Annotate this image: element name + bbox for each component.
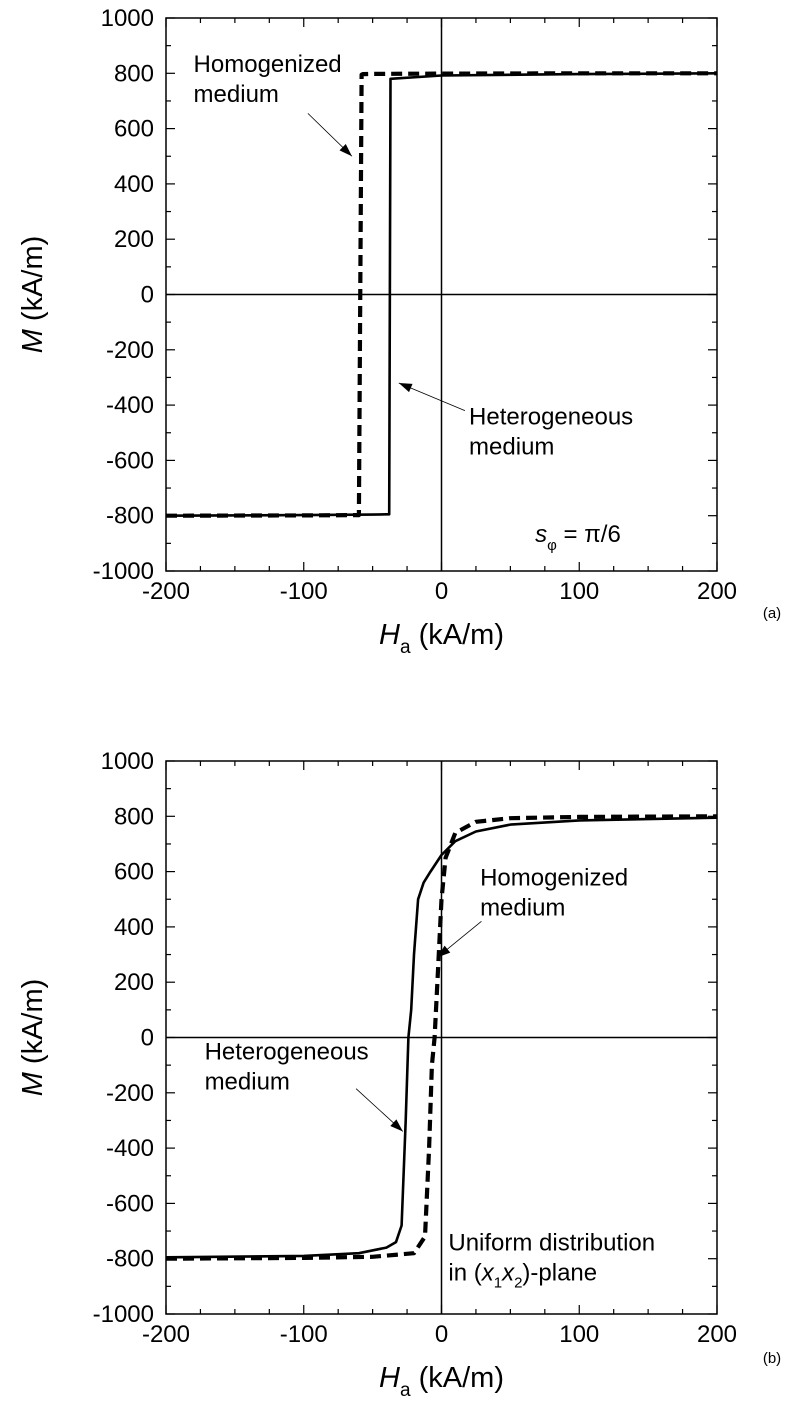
y-tick-label: 200 xyxy=(114,969,154,996)
y-tick-label: -600 xyxy=(106,1190,154,1217)
solid-series-line xyxy=(165,816,718,1259)
arrowhead-icon xyxy=(339,143,352,157)
y-tick-label: -400 xyxy=(106,392,154,419)
annotation-text: medium xyxy=(194,81,279,108)
annotation-text: medium xyxy=(469,433,554,460)
annotation-text: Heterogeneous xyxy=(469,403,633,430)
y-tick-label: 800 xyxy=(114,60,154,87)
y-tick-label: 400 xyxy=(114,171,154,198)
y-tick-label: 400 xyxy=(114,914,154,941)
y-tick-label: -800 xyxy=(106,1246,154,1273)
x-tick-label: -100 xyxy=(280,1321,328,1348)
x-tick-label: -200 xyxy=(142,578,190,605)
y-tick-label: 1000 xyxy=(101,5,154,32)
x-tick-label: 0 xyxy=(435,1321,448,1348)
y-tick-label: 600 xyxy=(114,859,154,886)
arrowhead-icon xyxy=(437,945,451,958)
x-tick-label: -200 xyxy=(142,1321,190,1348)
y-tick-label: -200 xyxy=(106,1080,154,1107)
y-tick-label: -1000 xyxy=(93,558,154,585)
y-tick-label: 600 xyxy=(114,116,154,143)
x-tick-label: 200 xyxy=(697,1321,737,1348)
y-tick-label: 200 xyxy=(114,226,154,253)
y-tick-label: 0 xyxy=(141,282,154,309)
y-tick-label: -600 xyxy=(106,447,154,474)
annotation-text: Heterogeneous xyxy=(205,1039,369,1066)
annotation-text: in (x1x2)-plane xyxy=(448,1259,597,1291)
y-tick-label: 800 xyxy=(114,803,154,830)
y-tick-label: -1000 xyxy=(93,1301,154,1328)
arrowhead-icon xyxy=(390,1119,403,1132)
x-axis-title: Ha (kA/m) xyxy=(379,619,504,658)
x-axis-title: Ha (kA/m) xyxy=(379,1362,504,1401)
annotation-parameter: sφ = π/6 xyxy=(535,521,621,554)
x-tick-label: 200 xyxy=(697,578,737,605)
annotation-text: medium xyxy=(480,894,565,921)
panel-label: (a) xyxy=(763,605,781,622)
x-tick-label: -100 xyxy=(280,578,328,605)
annotation-text: medium xyxy=(205,1069,290,1096)
dashed-series-line xyxy=(165,814,718,1261)
x-tick-label: 100 xyxy=(559,1321,599,1348)
dashed-series-line xyxy=(165,71,717,518)
y-tick-label: -200 xyxy=(106,337,154,364)
chart-panel-b: -200 -100 0 100 200-1000-800-600-400-2000200… xyxy=(17,748,781,1401)
panel-label: (b) xyxy=(763,1350,781,1367)
x-tick-label: 100 xyxy=(559,578,599,605)
arrowhead-icon xyxy=(398,382,413,393)
y-tick-label: -400 xyxy=(106,1135,154,1162)
annotation-text: Homogenized xyxy=(194,51,342,78)
annotation-text: Uniform distribution xyxy=(448,1229,655,1256)
annotation-text: Homogenized xyxy=(480,864,628,891)
y-tick-label: 0 xyxy=(141,1025,154,1052)
y-axis-title: M (kA/m) xyxy=(17,236,49,354)
chart-panel-a: -200 -100 0 100 200-1000-800-600-400-2000200… xyxy=(17,5,781,658)
y-axis-title: M (kA/m) xyxy=(17,979,49,1097)
y-tick-label: 1000 xyxy=(101,748,154,775)
y-tick-label: -800 xyxy=(106,503,154,530)
x-tick-label: 0 xyxy=(435,578,448,605)
